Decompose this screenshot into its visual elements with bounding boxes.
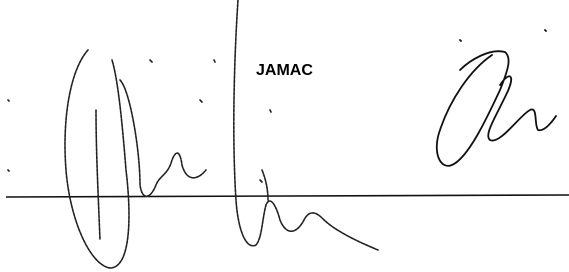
background: [0, 0, 569, 272]
page: JAMAC (() => { const data = JSON.parse(d…: [0, 0, 569, 272]
name-label: JAMAC: [256, 62, 313, 79]
signature-scan: JAMAC: [0, 0, 569, 272]
